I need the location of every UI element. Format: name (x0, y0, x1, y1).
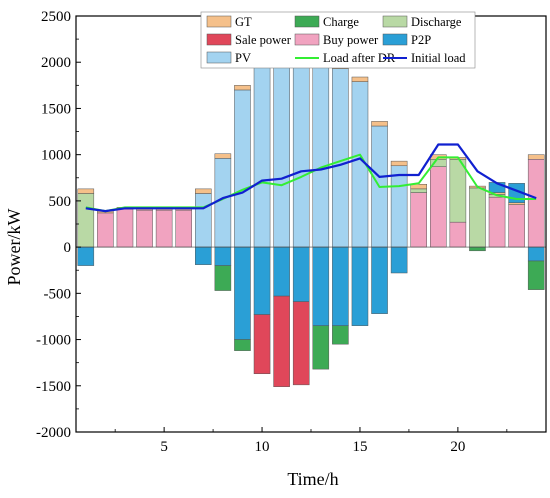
bar-discharge-h21 (469, 187, 486, 248)
bar-p2p-h24 (527, 246, 545, 262)
bar-pv-h17 (390, 165, 408, 248)
x-tick-label: 20 (450, 439, 465, 455)
bar-pv-h10 (253, 59, 271, 248)
y-axis-title: Power/kW (4, 208, 24, 285)
bar-discharge-h18 (410, 188, 427, 193)
bar-charge-h24 (527, 260, 545, 290)
x-tick-label: 5 (160, 439, 168, 455)
bar-p2p-h14 (332, 246, 349, 326)
bar-buy-power-h2 (97, 212, 114, 248)
bar-charge-h21 (469, 246, 486, 252)
bar-pv-h8 (214, 158, 232, 248)
bar-discharge-h1 (77, 193, 95, 248)
bar-buy-power-h22 (488, 196, 506, 248)
bar-charge-h14 (332, 325, 349, 345)
x-tick-label: 15 (352, 439, 367, 455)
bar-gt-h16 (371, 121, 388, 127)
bar-p2p-h7 (195, 246, 212, 265)
x-axis-title: Time/h (287, 469, 338, 489)
bar-p2p-h17 (390, 246, 408, 274)
legend-label-initial-load: Initial load (411, 51, 466, 65)
bar-buy-power-h20 (449, 221, 467, 248)
bar-pv-h12 (292, 42, 310, 248)
y-tick-label: 2000 (41, 55, 71, 71)
bar-gt-h23 (508, 202, 525, 205)
legend-label-sale-power: Sale power (235, 33, 292, 47)
y-tick-label: 0 (64, 240, 72, 256)
bar-sale-power-h10 (253, 314, 271, 375)
bar-p2p-h16 (371, 246, 388, 314)
bar-p2p-h12 (292, 246, 310, 302)
bar-gt-h15 (351, 76, 369, 82)
bar-sale-power-h12 (292, 301, 310, 386)
y-tick-label: -2000 (36, 425, 71, 441)
y-tick-label: 2500 (41, 9, 71, 25)
y-tick-label: -1000 (36, 333, 71, 349)
bar-gt-h7 (195, 188, 212, 194)
bar-gt-h9 (234, 85, 251, 91)
legend-label-pv: PV (235, 51, 251, 65)
bar-p2p-h11 (273, 246, 290, 297)
bar-p2p-h10 (253, 246, 271, 315)
legend-box (200, 11, 476, 69)
bar-pv-h11 (273, 50, 290, 248)
legend-swatch-pv (206, 51, 232, 64)
legend-label-p2p: P2P (411, 33, 431, 47)
bar-buy-power-h6 (175, 209, 192, 248)
bar-buy-power-h18 (410, 192, 427, 248)
bar-pv-h13 (312, 49, 330, 248)
y-tick-label: -1500 (36, 379, 71, 395)
line-load-after-dr (85, 153, 537, 213)
legend-label-gt: GT (235, 15, 252, 29)
bar-p2p-h9 (234, 246, 251, 340)
bar-buy-power-h5 (155, 209, 173, 248)
y-tick-label: 500 (49, 194, 72, 210)
bar-charge-h9 (234, 339, 251, 351)
bar-discharge-h20 (449, 159, 467, 223)
bar-gt-h17 (390, 160, 408, 167)
y-tick-label: 1500 (41, 101, 71, 117)
legend-swatch-buy-power (294, 33, 320, 46)
legend-label-buy-power: Buy power (323, 33, 379, 47)
bar-pv-h14 (332, 68, 349, 248)
bar-p2p-h13 (312, 246, 330, 326)
legend-swatch-discharge (382, 15, 408, 28)
bar-buy-power-h24 (527, 159, 545, 248)
x-tick-label: 10 (255, 439, 270, 455)
bar-p2p-h8 (214, 246, 232, 266)
bar-gt-h8 (214, 153, 232, 159)
bar-p2p-h1 (77, 246, 95, 266)
bar-charge-h8 (214, 265, 232, 291)
legend-label-discharge: Discharge (411, 15, 462, 29)
bar-sale-power-h11 (273, 295, 290, 387)
bar-buy-power-h19 (430, 166, 447, 248)
bar-buy-power-h4 (136, 209, 153, 248)
bars-layer (76, 37, 546, 387)
bar-gt-h1 (77, 188, 95, 194)
legend-label-load-after-dr: Load after DR (323, 51, 396, 65)
bar-gt-h24 (527, 154, 545, 160)
y-tick-label: -500 (44, 286, 72, 302)
bar-p2p-h15 (351, 246, 369, 326)
legend-swatch-gt (206, 15, 232, 28)
legend-swatch-sale-power (206, 33, 232, 46)
legend-swatch-charge (294, 15, 320, 28)
bar-pv-h7 (195, 193, 212, 248)
bar-buy-power-h23 (508, 204, 525, 248)
bar-pv-h9 (234, 89, 251, 248)
legend-label-charge: Charge (323, 15, 359, 29)
y-tick-label: 1000 (41, 148, 71, 164)
legend-swatch-p2p (382, 33, 408, 46)
bar-charge-h13 (312, 325, 330, 370)
bar-buy-power-h3 (116, 208, 134, 248)
line-initial-load (85, 143, 537, 213)
legend: GT Charge Discharge Sale power Buy power P2P P… (200, 11, 476, 69)
lines-layer (85, 143, 537, 213)
